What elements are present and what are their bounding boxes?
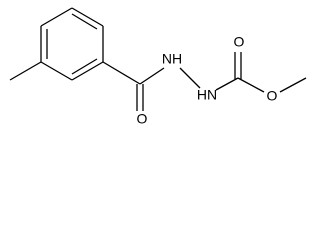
atom-label: NH (162, 51, 182, 67)
bond (139, 67, 165, 85)
structure-diagram: O NH HN O O (9, 7, 307, 127)
atom-label: O (137, 111, 148, 127)
bond (237, 77, 265, 93)
double-bond (71, 13, 98, 30)
bond (179, 67, 201, 89)
bonds (9, 7, 307, 111)
bond (215, 77, 239, 91)
bond (71, 61, 104, 81)
bond (102, 61, 141, 85)
bond (40, 61, 73, 81)
bond (279, 77, 307, 93)
bond (9, 61, 42, 81)
atom-label: HN (197, 87, 217, 103)
atom-label: O (234, 34, 245, 50)
bond (40, 7, 73, 27)
double-bond (71, 58, 98, 75)
atom-label: O (267, 88, 278, 104)
bond (71, 7, 104, 27)
